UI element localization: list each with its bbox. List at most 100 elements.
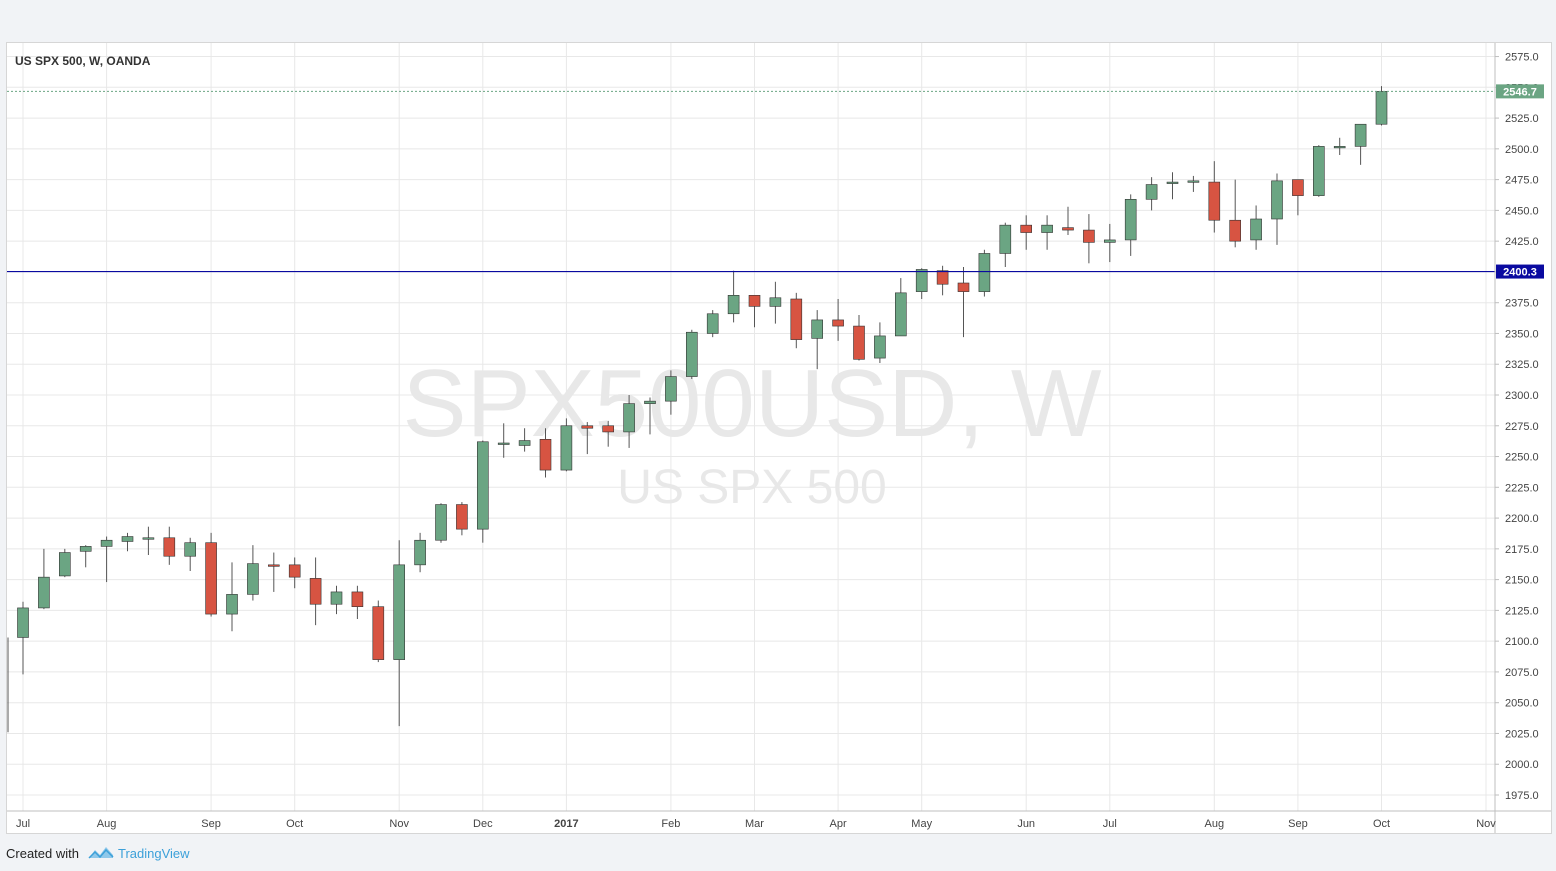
candle[interactable]	[811, 310, 824, 370]
candle[interactable]	[936, 265, 949, 296]
candle[interactable]	[1104, 223, 1116, 263]
candle[interactable]	[247, 545, 259, 601]
candle[interactable]	[351, 585, 364, 619]
candle[interactable]	[79, 545, 92, 568]
candle[interactable]	[915, 268, 928, 299]
candle[interactable]	[1292, 179, 1304, 216]
candle-body-up	[1166, 181, 1179, 184]
candle[interactable]	[100, 536, 113, 583]
candle[interactable]	[1271, 173, 1283, 245]
candle-body-down	[1062, 227, 1074, 231]
candle[interactable]	[1250, 205, 1262, 250]
candle[interactable]	[226, 562, 238, 632]
candle[interactable]	[121, 532, 134, 552]
candle[interactable]	[38, 548, 50, 610]
candle[interactable]	[560, 418, 573, 472]
candle-body-down	[267, 564, 280, 567]
candle[interactable]	[748, 295, 761, 328]
candle[interactable]	[17, 601, 29, 675]
candle[interactable]	[1375, 86, 1388, 126]
candle[interactable]	[874, 322, 886, 363]
candle[interactable]	[790, 292, 803, 349]
level-price-badge	[1496, 264, 1544, 279]
y-tick-label: 2150.0	[1505, 575, 1539, 587]
candlestick-chart[interactable]: SPX500USD, W US SPX 500 1975.0 2000.0 2025…	[7, 43, 1551, 833]
x-tick-label: Oct	[286, 818, 303, 830]
candle[interactable]	[267, 552, 280, 592]
grid	[7, 43, 1495, 811]
candle-body-down	[163, 537, 176, 557]
x-tick-label: Mar	[745, 818, 764, 830]
y-axis-labels: 1975.0 2000.0 2025.0 2050.0 2075.0 2100.0 2125…	[1495, 52, 1539, 802]
candle[interactable]	[142, 526, 155, 555]
y-tick-label: 2225.0	[1505, 482, 1539, 494]
candle-body-up	[874, 335, 886, 359]
y-tick-label: 2425.0	[1505, 236, 1539, 248]
candle[interactable]	[602, 420, 615, 447]
candle[interactable]	[1208, 161, 1221, 233]
candle[interactable]	[497, 423, 510, 458]
candle[interactable]	[288, 557, 301, 589]
candle[interactable]	[309, 557, 322, 626]
candle[interactable]	[518, 428, 531, 452]
candle-body-up	[1250, 218, 1262, 241]
candle[interactable]	[1062, 206, 1074, 235]
x-tick-label: Nov	[389, 818, 409, 830]
candle[interactable]	[1083, 214, 1095, 264]
candle[interactable]	[644, 397, 656, 435]
candle[interactable]	[330, 585, 343, 615]
candle[interactable]	[665, 370, 677, 415]
candle[interactable]	[476, 440, 489, 543]
candle[interactable]	[393, 540, 406, 727]
candle[interactable]	[685, 329, 698, 379]
candle-body-up	[623, 403, 635, 433]
tradingview-logo-icon[interactable]	[88, 844, 114, 862]
candle[interactable]	[539, 428, 552, 478]
candle[interactable]	[435, 503, 447, 543]
x-tick-label: Nov	[1476, 818, 1496, 830]
candle-body-up	[1041, 224, 1053, 233]
candle[interactable]	[1354, 123, 1367, 165]
candle[interactable]	[1041, 215, 1053, 250]
candle[interactable]	[163, 526, 176, 565]
candle[interactable]	[372, 600, 385, 663]
candle[interactable]	[414, 532, 426, 573]
candle[interactable]	[1124, 194, 1137, 256]
candle[interactable]	[1020, 215, 1033, 250]
candle[interactable]	[1145, 177, 1158, 211]
candle[interactable]	[769, 281, 782, 324]
y-tick-label: 2175.0	[1505, 544, 1539, 556]
candle-body-up	[915, 269, 928, 292]
candle[interactable]	[581, 422, 594, 455]
candle[interactable]	[58, 548, 71, 578]
candle-body-up	[811, 319, 824, 339]
candle-body-down	[581, 425, 594, 429]
candle[interactable]	[623, 395, 635, 448]
candle[interactable]	[999, 222, 1012, 267]
x-axis-labels: Jul Aug Sep Oct Nov Dec 2017 Feb Mar Apr May Jun Jul…	[16, 818, 1496, 830]
tradingview-link[interactable]: TradingView	[118, 846, 190, 861]
x-tick-label: Feb	[661, 818, 680, 830]
created-with-text: Created with	[6, 846, 79, 861]
candle[interactable]	[1187, 175, 1200, 192]
candle[interactable]	[1166, 172, 1179, 200]
candle-body-up	[978, 253, 991, 292]
candle[interactable]	[184, 537, 196, 571]
candle[interactable]	[706, 310, 719, 338]
candle[interactable]	[832, 299, 844, 341]
candle[interactable]	[727, 270, 740, 323]
candle[interactable]	[894, 278, 907, 337]
x-tick-label: Oct	[1373, 818, 1390, 830]
last-price-badge	[1496, 84, 1544, 99]
candle[interactable]	[853, 315, 865, 361]
candle[interactable]	[205, 532, 217, 617]
candle[interactable]	[456, 502, 468, 536]
candle[interactable]	[978, 249, 991, 297]
candle[interactable]	[1229, 179, 1241, 248]
candle-body-up	[665, 376, 677, 402]
candle[interactable]	[1333, 137, 1346, 155]
candle[interactable]	[1313, 145, 1325, 197]
x-tick-label: Sep	[201, 818, 221, 830]
candle[interactable]	[957, 267, 970, 338]
y-tick-label: 2500.0	[1505, 144, 1539, 156]
